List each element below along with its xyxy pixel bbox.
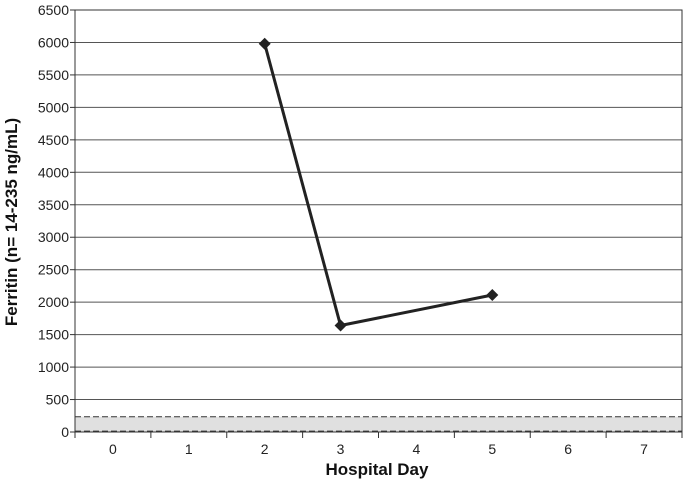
y-tick-label: 4500 [38,132,69,148]
y-tick-label: 4000 [38,164,69,180]
y-tick-label: 2000 [38,294,69,310]
reference-range-layer [75,416,682,432]
reference-range-band [75,416,682,432]
x-tick-label: 6 [564,441,572,457]
x-tick-label: 7 [640,441,648,457]
tick-labels: 0 500 1000 1500 2000 2500 3000 3500 4000 4500 5000… [38,2,683,457]
y-tick-label: 3500 [38,197,69,213]
y-tick-label: 5500 [38,67,69,83]
x-tick-label: 4 [413,441,421,457]
x-tick-label: 3 [337,441,345,457]
y-tick-label: 6000 [38,34,69,50]
series-line [263,43,493,328]
x-tick-label: 1 [185,441,193,457]
y-tick-label: 500 [46,392,70,408]
axes [74,9,683,433]
y-tick-label: 0 [61,424,69,440]
data-point-diamond [334,319,347,332]
gridlines [75,9,682,401]
y-tick-label: 2500 [38,262,69,278]
y-axis-title: Ferritin (n= 14-235 ng/mL) [2,118,21,326]
x-tick-label: 5 [488,441,496,457]
data-point-diamond [258,37,271,50]
y-tick-label: 1000 [38,359,69,375]
x-tick-label: 2 [261,441,269,457]
y-tick-label: 6500 [38,2,69,18]
x-tick-label: 0 [109,441,117,457]
data-series [258,37,499,332]
plot-frame [74,9,683,433]
data-point-diamond [486,289,499,302]
y-tick-label: 5000 [38,99,69,115]
y-tick-label: 1500 [38,327,69,343]
x-axis-title: Hospital Day [326,460,430,479]
y-tick-label: 3000 [38,229,69,245]
